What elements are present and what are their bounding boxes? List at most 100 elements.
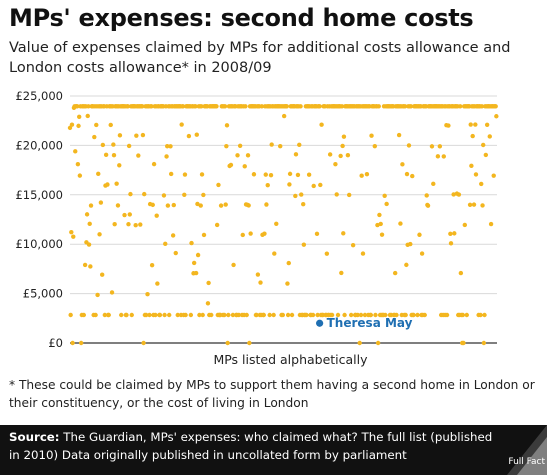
data-point xyxy=(224,123,230,128)
data-point xyxy=(95,292,100,298)
data-point xyxy=(373,312,378,318)
data-point xyxy=(199,172,205,177)
data-point xyxy=(298,104,303,109)
data-point xyxy=(327,152,333,157)
data-point xyxy=(408,104,414,109)
data-point xyxy=(364,171,370,177)
data-point xyxy=(342,312,347,318)
data-point xyxy=(258,280,263,285)
data-point xyxy=(69,229,74,235)
data-point xyxy=(87,221,92,227)
data-point xyxy=(71,234,76,239)
data-point xyxy=(448,241,454,246)
data-point xyxy=(429,144,435,149)
data-point xyxy=(183,312,188,318)
data-point xyxy=(369,133,374,138)
data-point xyxy=(411,312,416,318)
data-point xyxy=(306,172,312,177)
data-point xyxy=(379,232,385,237)
data-point xyxy=(236,312,242,318)
data-point xyxy=(493,104,498,109)
highlight-point xyxy=(316,319,324,327)
data-point xyxy=(168,144,173,149)
source-text: Source: The Guardian, MPs' expenses: who… xyxy=(9,428,499,464)
data-point xyxy=(340,143,345,149)
data-point xyxy=(333,161,338,167)
data-point xyxy=(98,200,104,205)
data-point xyxy=(286,260,291,266)
data-point xyxy=(362,312,368,318)
data-point xyxy=(264,202,269,207)
data-point xyxy=(383,312,388,318)
data-point xyxy=(287,171,293,177)
data-point xyxy=(301,202,306,207)
data-point xyxy=(70,340,75,346)
data-point xyxy=(235,153,240,158)
data-point xyxy=(464,312,469,318)
data-point xyxy=(223,202,228,207)
data-point xyxy=(339,270,344,276)
highlight-group: Theresa May xyxy=(316,316,413,330)
data-point xyxy=(415,312,420,318)
data-point xyxy=(284,104,289,109)
data-point xyxy=(311,183,316,189)
data-point xyxy=(68,312,73,318)
data-point xyxy=(119,312,124,318)
data-point xyxy=(483,152,489,158)
data-point xyxy=(182,172,188,177)
data-point xyxy=(214,222,220,228)
y-tick-label: £10,000 xyxy=(15,237,63,251)
data-point xyxy=(478,312,483,318)
data-point xyxy=(93,312,98,318)
data-point xyxy=(471,202,477,207)
data-point xyxy=(73,149,78,154)
data-point xyxy=(231,262,236,268)
data-point xyxy=(441,154,446,159)
data-point xyxy=(242,164,247,169)
data-point xyxy=(289,312,295,318)
data-point xyxy=(425,203,431,208)
source-description: The Guardian, MPs' expenses: who claimed… xyxy=(9,430,493,462)
source-footer: Source: The Guardian, MPs' expenses: who… xyxy=(0,425,547,475)
data-point xyxy=(272,251,277,256)
data-point xyxy=(86,104,91,109)
data-point xyxy=(372,143,378,149)
data-point xyxy=(115,203,121,208)
data-point xyxy=(195,252,201,258)
data-point xyxy=(164,154,169,159)
data-point xyxy=(149,262,155,268)
data-point xyxy=(392,270,398,276)
data-point xyxy=(310,312,316,318)
data-point xyxy=(247,340,252,346)
data-point xyxy=(375,340,381,346)
source-label: Source: xyxy=(9,430,60,444)
data-point xyxy=(122,212,127,218)
data-point xyxy=(384,201,389,207)
y-axis-tick-labels: £0 £5,000 £10,000 £15,000 £20,000 £25,000 xyxy=(15,89,63,350)
data-point xyxy=(473,122,478,127)
data-point xyxy=(149,104,154,109)
y-tick-label: £20,000 xyxy=(15,138,63,152)
data-point xyxy=(124,312,129,318)
data-point xyxy=(201,232,207,238)
scatter-chart: £0 £5,000 £10,000 £15,000 £20,000 £25,000 The… xyxy=(15,89,499,367)
y-tick-label: £5,000 xyxy=(23,287,63,301)
data-point xyxy=(114,181,119,186)
data-point xyxy=(198,203,203,208)
data-point xyxy=(167,312,172,318)
data-point xyxy=(404,262,409,268)
footnote: * These could be claimed by MPs to suppo… xyxy=(9,378,535,410)
data-point xyxy=(228,162,234,168)
data-point xyxy=(108,122,113,128)
data-point xyxy=(285,281,290,286)
data-point xyxy=(111,153,117,158)
data-point xyxy=(147,312,152,318)
data-point xyxy=(126,143,132,149)
data-point xyxy=(458,104,463,109)
data-point xyxy=(82,262,88,268)
data-point xyxy=(218,203,224,208)
data-point xyxy=(186,133,192,139)
data-point xyxy=(109,290,115,295)
data-point xyxy=(246,203,251,208)
data-point xyxy=(376,104,381,109)
